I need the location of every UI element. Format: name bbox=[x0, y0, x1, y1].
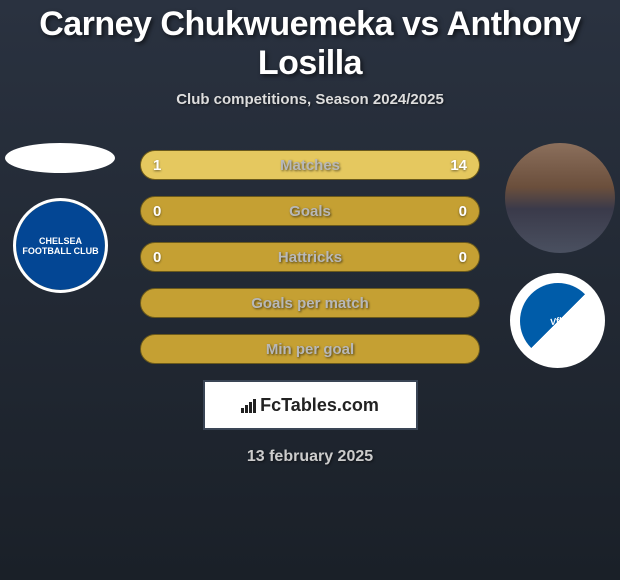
page-title: Carney Chukwuemeka vs Anthony Losilla bbox=[0, 5, 620, 83]
stat-left-value: 0 bbox=[153, 249, 161, 266]
stat-row-goals-per-match: Goals per match bbox=[140, 288, 480, 318]
stat-right-value: 0 bbox=[459, 203, 467, 220]
stat-label: Hattricks bbox=[278, 249, 342, 266]
footer-date: 13 february 2025 bbox=[10, 448, 610, 466]
club-badge-left-label: CHELSEAFOOTBALL CLUB bbox=[22, 236, 98, 256]
stat-row-matches: 1 Matches 14 bbox=[140, 150, 480, 180]
player-right-avatar bbox=[505, 143, 615, 253]
stat-row-min-per-goal: Min per goal bbox=[140, 334, 480, 364]
page-subtitle: Club competitions, Season 2024/2025 bbox=[0, 91, 620, 108]
stat-left-value: 1 bbox=[153, 157, 161, 174]
stat-right-value: 0 bbox=[459, 249, 467, 266]
stat-row-goals: 0 Goals 0 bbox=[140, 196, 480, 226]
club-badge-right: VfL bbox=[510, 273, 605, 368]
stat-label: Goals bbox=[289, 203, 331, 220]
player-left-avatar bbox=[5, 143, 115, 173]
brand-name: FcTables.com bbox=[260, 395, 379, 416]
stats-bars: 1 Matches 14 0 Goals 0 0 Hattricks 0 Goa… bbox=[140, 138, 480, 364]
club-badge-left: CHELSEAFOOTBALL CLUB bbox=[13, 198, 108, 293]
chart-icon bbox=[241, 397, 256, 413]
player-right-column: VfL bbox=[505, 143, 615, 368]
player-left-column: CHELSEAFOOTBALL CLUB bbox=[5, 143, 115, 293]
comparison-content: CHELSEAFOOTBALL CLUB VfL 1 Matches 14 0 … bbox=[0, 138, 620, 466]
stat-left-value: 0 bbox=[153, 203, 161, 220]
brand-badge-content: FcTables.com bbox=[241, 395, 379, 416]
header: Carney Chukwuemeka vs Anthony Losilla Cl… bbox=[0, 0, 620, 108]
stat-right-value: 14 bbox=[450, 157, 467, 174]
stat-row-hattricks: 0 Hattricks 0 bbox=[140, 242, 480, 272]
bochum-inner-circle: VfL bbox=[520, 283, 596, 359]
brand-badge[interactable]: FcTables.com bbox=[203, 380, 418, 430]
stat-label: Matches bbox=[280, 157, 340, 174]
stat-label: Goals per match bbox=[251, 295, 369, 312]
stat-label: Min per goal bbox=[266, 341, 354, 358]
